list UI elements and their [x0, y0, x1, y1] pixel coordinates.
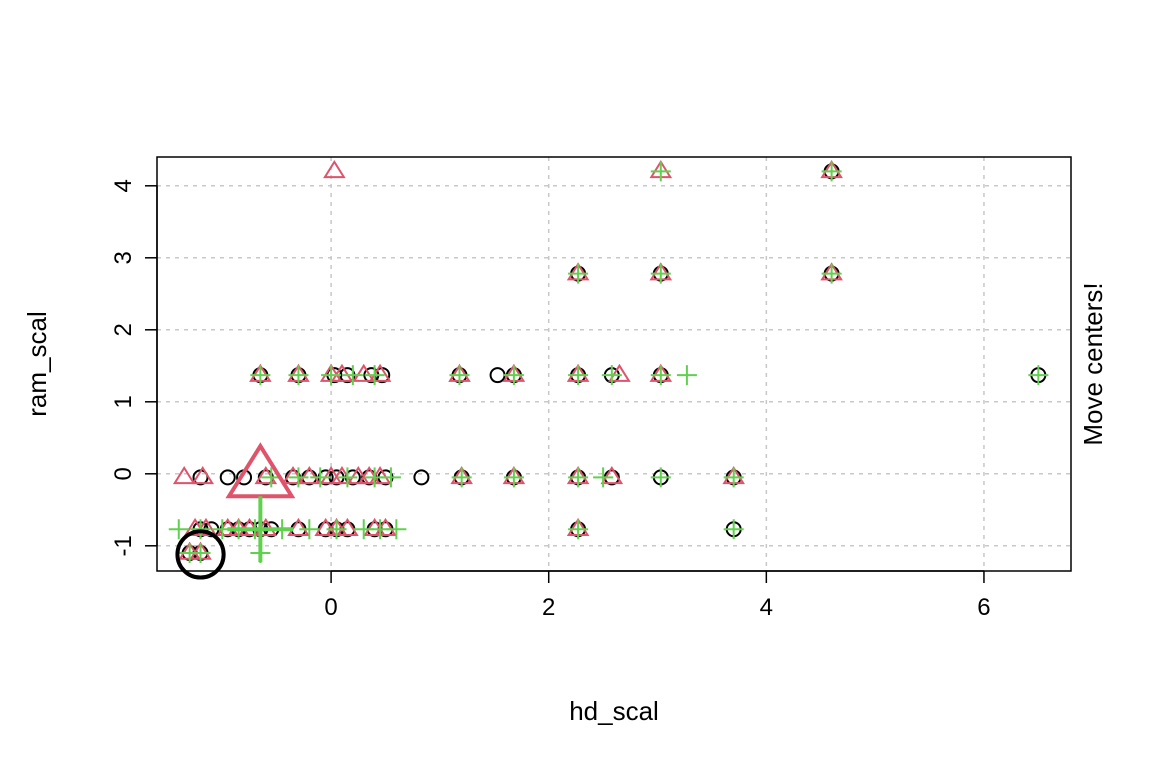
- data-point-plus: [650, 365, 671, 386]
- data-point-plus: [676, 365, 697, 386]
- data-point-triangle: [346, 466, 370, 485]
- data-point-plus: [821, 263, 842, 284]
- y-tick-label: 2: [110, 323, 137, 336]
- cluster-center-triangle: [225, 442, 296, 499]
- data-point-plus: [386, 519, 407, 540]
- data-point-plus: [650, 263, 671, 284]
- y-tick-label: -1: [110, 535, 137, 556]
- data-point-triangle: [600, 466, 624, 485]
- data-point-plus: [503, 467, 524, 488]
- x-tick-label: 2: [542, 594, 555, 621]
- x-tick-label: 4: [760, 594, 773, 621]
- x-axis-label: hd_scal: [569, 696, 659, 726]
- data-point-plus: [288, 365, 309, 386]
- data-point-plus: [593, 467, 614, 488]
- y-tick-label: 3: [110, 251, 137, 264]
- data-point-plus: [650, 161, 671, 182]
- x-tick-label: 6: [977, 594, 990, 621]
- data-point-plus: [503, 365, 524, 386]
- data-point-triangle: [330, 363, 354, 382]
- data-point-plus: [568, 519, 589, 540]
- data-point-triangle: [352, 363, 376, 382]
- data-point-plus: [650, 467, 671, 488]
- axes: 0 2 4 6 -1 0 1 2 3 4: [110, 179, 991, 621]
- data-point-plus: [568, 365, 589, 386]
- data-point-plus: [310, 467, 331, 488]
- cluster-center-plus: [227, 496, 294, 563]
- x-tick-label: 0: [324, 594, 337, 621]
- cluster-centers: [175, 442, 296, 580]
- data-point-plus: [568, 467, 589, 488]
- data-point-triangle: [287, 517, 310, 536]
- data-point-plus: [449, 365, 470, 386]
- data-point-plus: [190, 543, 211, 563]
- data-point-plus: [168, 519, 189, 540]
- data-point-plus: [299, 519, 320, 540]
- data-point-triangle: [172, 466, 196, 485]
- data-point-triangle: [336, 517, 359, 536]
- data-point-triangle: [298, 466, 321, 485]
- data-point-triangle: [323, 160, 346, 179]
- data-point-triangle: [314, 517, 337, 536]
- data-point-circle: [219, 469, 236, 486]
- data-point-plus: [380, 467, 401, 488]
- data-point-plus: [288, 467, 309, 488]
- data-point-plus: [326, 519, 347, 540]
- data-point-plus: [821, 161, 842, 182]
- y-tick-label: 4: [110, 179, 137, 192]
- data-point-triangle: [191, 466, 215, 485]
- data-point-plus: [568, 263, 589, 284]
- data-point-plus: [337, 467, 358, 488]
- data-point-plus: [723, 519, 744, 540]
- data-point-plus: [250, 365, 271, 386]
- data-point-plus: [321, 365, 342, 386]
- data-point-triangle: [319, 466, 343, 485]
- data-point-plus: [723, 467, 744, 488]
- y-tick-label: 0: [110, 467, 137, 480]
- data-point-circle: [413, 469, 430, 486]
- y-tick-label: 1: [110, 395, 137, 408]
- data-point-plus: [451, 467, 472, 488]
- data-point-plus: [190, 519, 211, 540]
- data-point-plus: [601, 365, 622, 386]
- side-label: Move centers!: [1078, 282, 1108, 445]
- data-point-plus: [1028, 365, 1049, 386]
- data-point-plus: [342, 365, 363, 386]
- cluster-center-circle: [175, 529, 226, 580]
- data-point-plus: [364, 365, 385, 386]
- data-point-triangle: [608, 363, 631, 382]
- y-axis-label: ram_scal: [22, 311, 52, 416]
